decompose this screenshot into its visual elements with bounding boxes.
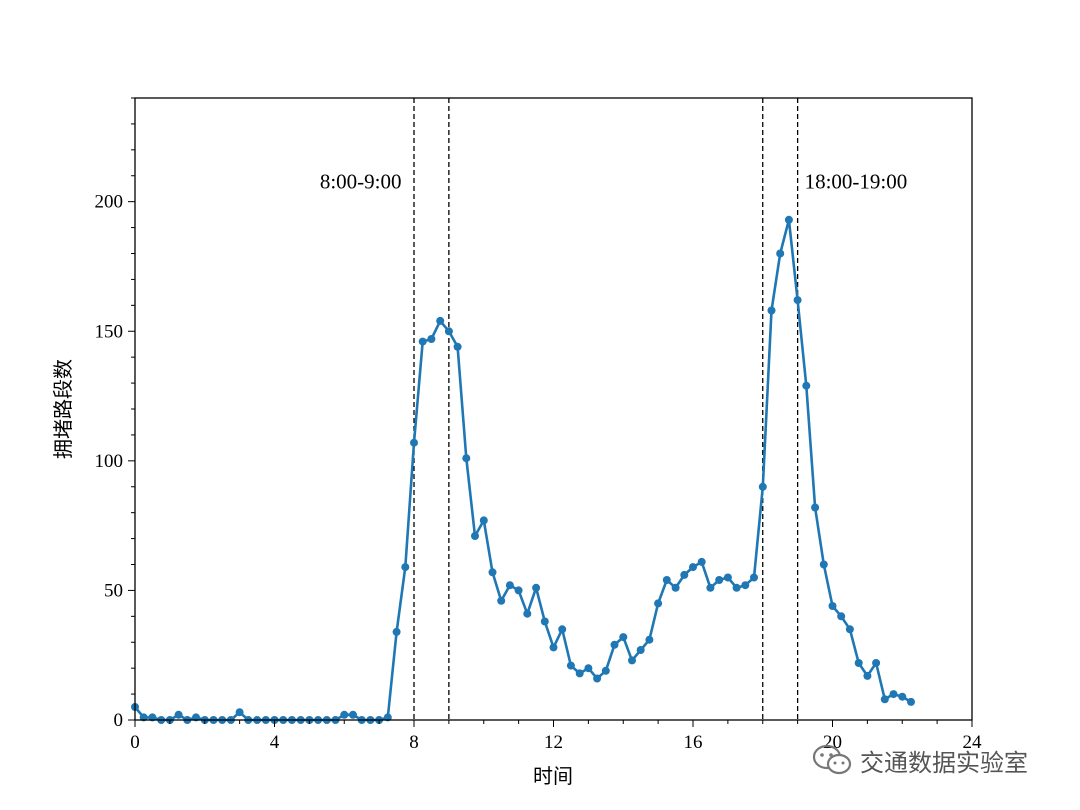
y-axis-label: 拥堵路段数 xyxy=(51,359,75,459)
data-point xyxy=(636,646,645,654)
data-point xyxy=(898,692,907,701)
data-point xyxy=(497,596,506,605)
x-tick-label: 0 xyxy=(130,732,140,753)
data-point xyxy=(584,664,593,673)
data-point xyxy=(715,576,724,584)
data-point xyxy=(558,625,567,634)
data-point xyxy=(453,342,462,351)
data-point xyxy=(601,666,610,675)
data-point xyxy=(523,609,532,618)
plot-marks: 8:00-9:00 18:00-19:00 xyxy=(131,98,915,724)
data-point xyxy=(802,381,811,390)
data-point xyxy=(610,640,619,649)
data-point xyxy=(837,612,846,621)
axis-ticks: 0 4 8 12 16 20 24 0 50 100 150 200 xyxy=(95,97,983,753)
watermark-text: 交通数据实验室 xyxy=(860,748,1028,777)
data-point xyxy=(880,695,889,704)
data-point xyxy=(235,708,244,717)
data-point xyxy=(784,215,793,224)
data-point xyxy=(488,568,497,577)
data-point xyxy=(505,581,514,590)
data-point xyxy=(889,690,898,699)
data-point xyxy=(575,669,584,678)
data-point xyxy=(645,635,654,644)
data-point xyxy=(793,296,802,305)
data-point xyxy=(349,710,357,719)
x-tick-label: 4 xyxy=(270,732,280,753)
data-point xyxy=(418,337,427,346)
data-point xyxy=(872,659,881,667)
annotation-1: 18:00-19:00 xyxy=(805,170,908,194)
data-point xyxy=(741,581,750,590)
data-point xyxy=(566,661,575,670)
data-point xyxy=(776,249,785,258)
data-point xyxy=(410,438,418,447)
data-point xyxy=(828,602,837,610)
x-tick-label: 24 xyxy=(963,732,983,753)
x-axis-label: 时间 xyxy=(533,764,573,788)
y-tick-label: 0 xyxy=(114,710,124,731)
data-point xyxy=(340,710,349,719)
y-tick-label: 100 xyxy=(95,451,124,472)
data-point xyxy=(462,454,471,463)
data-point xyxy=(549,643,558,652)
data-point xyxy=(444,327,453,336)
data-point xyxy=(479,516,488,525)
data-point xyxy=(593,674,602,683)
data-point xyxy=(436,316,445,325)
data-point xyxy=(392,627,401,636)
data-point xyxy=(758,482,767,491)
data-point xyxy=(662,576,671,584)
data-point xyxy=(811,503,820,512)
data-point xyxy=(671,583,680,592)
data-point xyxy=(732,583,741,592)
watermark: 交通数据实验室 xyxy=(810,742,1028,778)
data-point xyxy=(689,563,697,572)
data-point xyxy=(471,532,479,540)
annotation-0: 8:00-9:00 xyxy=(320,170,402,194)
x-tick-label: 16 xyxy=(684,732,703,753)
x-tick-label: 20 xyxy=(823,732,842,753)
data-point xyxy=(907,697,915,706)
y-tick-label: 200 xyxy=(95,192,124,213)
data-point xyxy=(540,617,549,626)
data-point xyxy=(654,599,663,608)
y-tick-label: 50 xyxy=(104,580,123,601)
data-point xyxy=(514,586,523,595)
data-point xyxy=(854,659,863,667)
data-point xyxy=(174,710,183,719)
x-tick-label: 12 xyxy=(544,732,563,753)
data-point xyxy=(532,583,541,592)
y-tick-label: 150 xyxy=(95,321,124,342)
data-point xyxy=(706,583,715,592)
data-point xyxy=(723,573,732,582)
data-point xyxy=(863,671,872,680)
data-point xyxy=(845,625,854,634)
wechat-icon xyxy=(812,744,852,775)
data-point xyxy=(819,560,828,569)
data-point xyxy=(680,570,689,579)
data-point xyxy=(697,557,706,566)
data-point xyxy=(750,573,758,582)
data-point xyxy=(401,563,410,572)
series-line-0 xyxy=(134,218,912,722)
data-point xyxy=(767,306,776,315)
x-tick-label: 8 xyxy=(409,732,419,753)
data-point xyxy=(628,656,636,665)
data-point xyxy=(619,633,628,642)
data-point xyxy=(427,335,436,343)
